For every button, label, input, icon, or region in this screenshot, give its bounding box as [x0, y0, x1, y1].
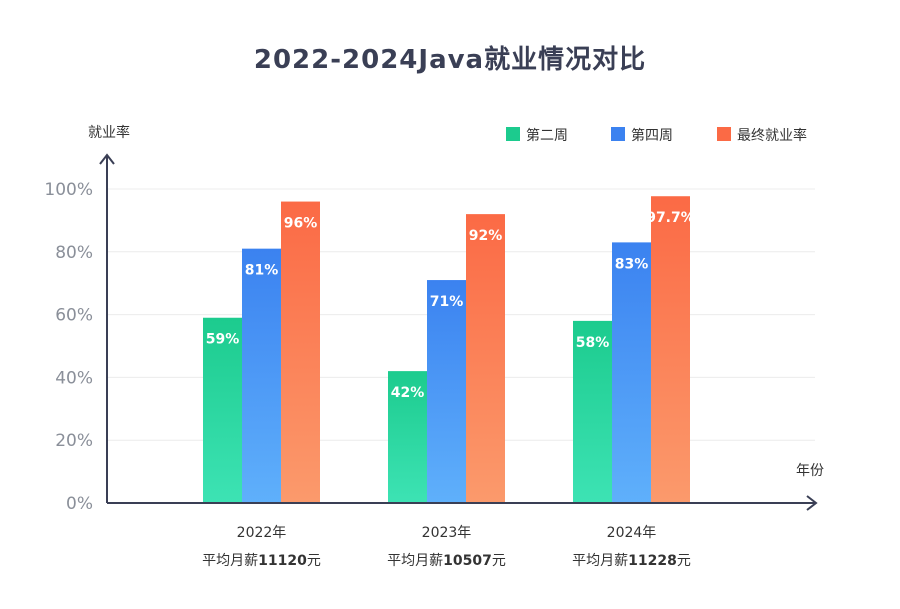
bar-value-label: 83%	[615, 256, 649, 272]
x-tick-label: 2023年	[422, 525, 472, 541]
bar-value-label: 81%	[245, 263, 279, 279]
y-tick-label: 20%	[55, 431, 93, 451]
legend-swatch	[506, 127, 520, 141]
legend-swatch	[611, 127, 625, 141]
y-tick-label: 100%	[44, 180, 93, 200]
legend-label: 最终就业率	[737, 127, 807, 144]
x-sub-label-salary: 平均月薪11228元	[572, 553, 691, 569]
bars	[203, 196, 690, 504]
x-tick-label: 2022年	[237, 525, 287, 541]
x-tick-label: 2024年	[607, 525, 657, 541]
bar-labels: 59% 81% 96% 42% 71% 92% 58% 83% 97.7%	[206, 210, 695, 401]
axes	[99, 153, 818, 511]
chart-title: 2022-2024Java就业情况对比	[254, 45, 646, 75]
y-axis-arrow	[99, 153, 115, 165]
legend-item-第四周[interactable]: 第四周	[611, 127, 673, 144]
bar-最终就业率-2024年	[651, 196, 690, 504]
legend-swatch	[717, 127, 731, 141]
legend-item-最终就业率[interactable]: 最终就业率	[717, 127, 807, 144]
bar-value-label: 96%	[284, 216, 318, 232]
bar-第四周-2022年	[242, 248, 281, 503]
bar-最终就业率-2023年	[466, 214, 505, 503]
y-tick-label: 80%	[55, 243, 93, 263]
bar-value-label: 71%	[430, 294, 464, 310]
bar-value-label: 59%	[206, 332, 240, 348]
legend-item-第二周[interactable]: 第二周	[506, 127, 568, 144]
legend-label: 第四周	[631, 127, 673, 144]
bar-最终就业率-2022年	[281, 201, 320, 503]
x-sub-label-salary: 平均月薪10507元	[387, 553, 506, 569]
y-tick-label: 40%	[55, 368, 93, 388]
y-tick-label: 60%	[55, 306, 93, 326]
x-axis-arrow	[806, 495, 818, 511]
bar-value-label: 58%	[576, 335, 610, 351]
legend: 第二周 第四周 最终就业率	[506, 127, 807, 144]
x-sub-label-salary: 平均月薪11120元	[202, 553, 321, 569]
bar-第四周-2023年	[427, 280, 466, 503]
y-tick-labels: 0% 20% 40% 60% 80% 100%	[44, 180, 93, 514]
bar-value-label: 97.7%	[646, 210, 695, 226]
legend-label: 第二周	[526, 127, 568, 144]
bar-第四周-2024年	[612, 242, 651, 503]
y-axis-label: 就业率	[88, 124, 130, 141]
y-tick-label: 0%	[66, 494, 93, 514]
x-axis-label: 年份	[796, 463, 824, 479]
bar-value-label: 42%	[391, 385, 425, 401]
bar-value-label: 92%	[469, 228, 503, 244]
bar-第二周-2024年	[573, 320, 612, 503]
bar-第二周-2022年	[203, 317, 242, 503]
bar-第二周-2023年	[388, 371, 427, 503]
